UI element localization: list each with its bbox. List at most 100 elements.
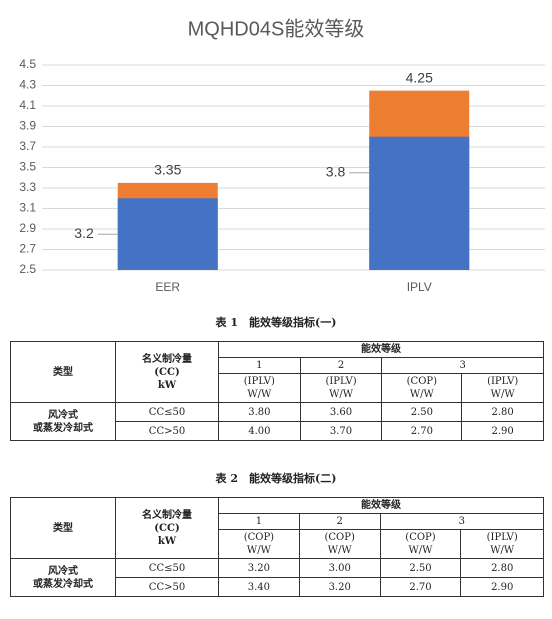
header-cell: 3	[381, 357, 544, 374]
header-row: 类型 名义制冷量 (CC) kW 能效等级	[10, 341, 544, 403]
cell-line: (IPLV)	[486, 532, 518, 543]
data-cell: 3.00	[298, 558, 381, 578]
cell-line: 名义制冷量	[142, 353, 192, 365]
value-label: 4.25	[406, 69, 433, 85]
value-label: 3.35	[154, 162, 181, 178]
cell-line: W/W	[329, 389, 353, 400]
table-caption: 表 2 能效等级指标(二)	[215, 472, 337, 485]
table-caption: 表 1 能效等级指标(一)	[215, 316, 337, 329]
y-tick-label: 4.5	[19, 57, 36, 71]
data-cell: 2.70	[379, 577, 462, 597]
y-tick-label: 3.9	[19, 119, 36, 133]
bar	[369, 136, 470, 270]
cell-line: 或蒸发冷却式	[33, 578, 93, 590]
y-tick-label: 2.5	[19, 262, 36, 276]
y-tick-label: 3.3	[19, 180, 36, 194]
data-cell: 2.80	[460, 558, 544, 578]
group-cell: 风冷式 或蒸发冷却式	[10, 402, 116, 441]
data-cell: 2.50	[381, 402, 463, 422]
cell-line: W/W	[327, 545, 352, 556]
unit-cell: (IPLV) W/W	[460, 529, 544, 559]
cell-line: kW	[157, 535, 177, 547]
data-cell: 3.60	[299, 402, 383, 422]
data-cell: 3.80	[218, 402, 301, 422]
data-cell: 3.20	[298, 577, 381, 597]
bar	[117, 198, 218, 270]
data-row: CC>50 3.40 3.20 2.70 2.90	[11, 577, 544, 597]
data-cell: 2.90	[460, 577, 544, 597]
data-cell: 3.70	[299, 421, 383, 441]
data-cell: 2.50	[379, 558, 462, 578]
cell-line: (CC)	[154, 522, 180, 534]
x-tick-label: IPLV	[407, 280, 432, 294]
y-tick-label: 4.1	[19, 98, 36, 112]
y-tick-label: 2.7	[19, 242, 36, 256]
cell-line: (CC)	[154, 366, 180, 378]
unit-cell: (COP) W/W	[218, 529, 300, 559]
cell-line: (COP)	[405, 532, 436, 543]
data-cell: 2.70	[381, 421, 463, 441]
y-tick-label: 3.7	[19, 139, 36, 153]
cell-line: W/W	[490, 389, 515, 400]
cell-line: (COP)	[406, 376, 438, 387]
header-cell: 1	[218, 513, 300, 530]
header-cell: 1	[218, 357, 301, 374]
data-cell: CC≤50	[115, 402, 219, 422]
unit-cell: (IPLV) W/W	[218, 373, 301, 403]
header-cell: 类型	[10, 341, 116, 403]
data-cell: 3.20	[218, 558, 300, 578]
cell-line: (COP)	[243, 532, 275, 543]
header-row: (COP) W/W (COP) W/W (COP) W/W (IPLV) W/W	[11, 529, 544, 559]
value-label: 3.8	[326, 163, 346, 179]
data-row: 风冷式 或蒸发冷却式 CC≤50 3.20 3.00 2.50 2.80	[10, 558, 544, 597]
cell-line: 风冷式	[48, 409, 78, 421]
data-row: CC>50 4.00 3.70 2.70 2.90	[11, 421, 544, 441]
cell-line: (COP)	[324, 532, 355, 543]
y-tick-label: 3.1	[19, 201, 36, 215]
unit-cell: (COP) W/W	[381, 373, 463, 403]
cell-line: 名义制冷量	[142, 509, 192, 521]
data-cell: 4.00	[218, 421, 301, 441]
chart: MQHD04S能效等级 2.5 2.7 2.9 3.1 3.3 3.5 3.7 3.9 4.1 4…	[19, 17, 545, 294]
group-cell: 风冷式 或蒸发冷却式	[10, 558, 116, 597]
data-row: 风冷式 或蒸发冷却式 CC≤50 3.80 3.60 2.50 2.80	[10, 402, 544, 441]
data-cell: CC≤50	[115, 558, 219, 578]
x-tick-label: EER	[155, 280, 180, 294]
header-cell: 能效等级	[218, 497, 544, 514]
cell-line: (IPLV)	[243, 376, 275, 387]
cell-line: 或蒸发冷却式	[33, 422, 93, 434]
header-row: 类型 名义制冷量 (CC) kW 能效等级	[10, 497, 544, 559]
cell-line: W/W	[409, 389, 434, 400]
header-cell: 3	[379, 513, 545, 530]
chart-title: MQHD04S能效等级	[188, 17, 365, 40]
unit-cell: (COP) W/W	[379, 529, 462, 559]
cell-line: W/W	[490, 545, 515, 556]
table: 类型 名义制冷量 (CC) kW 能效等级 1 2 3 (IPLV) W/W (IPLV) W/W (C…	[10, 341, 544, 441]
cell-line: W/W	[408, 545, 433, 556]
data-cell: 3.40	[218, 577, 300, 597]
cell-line: 风冷式	[48, 565, 78, 577]
cell-line: (IPLV)	[487, 376, 519, 387]
data-cell: CC>50	[115, 421, 219, 441]
cell-line: W/W	[246, 545, 271, 556]
value-label: 3.2	[74, 225, 94, 241]
unit-cell: (COP) W/W	[298, 529, 381, 559]
table: 类型 名义制冷量 (CC) kW 能效等级 1 2 3 (COP) W/W (COP) W/W (COP…	[10, 497, 545, 597]
data-cell: 2.90	[461, 421, 544, 441]
header-cell: 名义制冷量 (CC) kW	[115, 341, 219, 403]
y-tick-label: 3.5	[19, 160, 36, 174]
cell-line: kW	[157, 379, 177, 391]
y-tick-label: 4.3	[19, 78, 36, 92]
unit-cell: (IPLV) W/W	[299, 373, 383, 403]
data-cell: 2.80	[461, 402, 544, 422]
y-tick-label: 2.9	[19, 221, 36, 235]
header-cell: 名义制冷量 (CC) kW	[115, 497, 219, 559]
header-cell: 2	[298, 513, 381, 530]
header-cell: 能效等级	[218, 341, 544, 358]
header-cell: 2	[299, 357, 383, 374]
cell-line: W/W	[247, 389, 272, 400]
unit-cell: (IPLV) W/W	[461, 373, 544, 403]
